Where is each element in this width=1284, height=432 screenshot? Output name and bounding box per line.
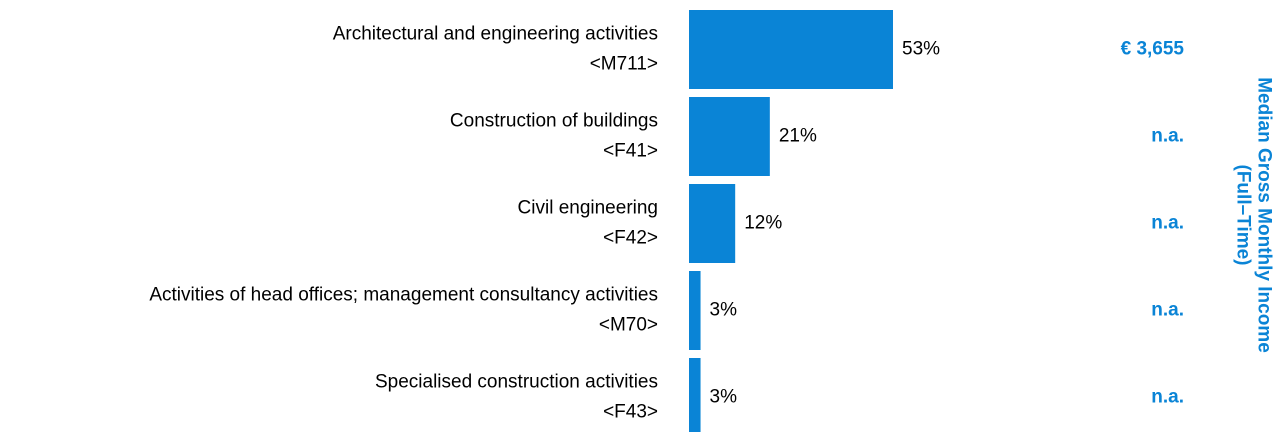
category-code: <M711>	[590, 54, 658, 75]
income-value: n.a.	[1151, 213, 1184, 234]
bar	[689, 184, 736, 263]
category-code: <F41>	[603, 141, 658, 162]
bar	[689, 97, 770, 176]
income-value: n.a.	[1151, 300, 1184, 321]
bar	[689, 271, 701, 350]
value-label: 21%	[779, 126, 817, 147]
side-title: Median Gross Monthly Income(Full–Time)	[1232, 77, 1274, 353]
category-label: Specialised construction activities	[375, 372, 658, 393]
side-title-line: Median Gross Monthly Income	[1253, 77, 1274, 353]
category-label: Activities of head offices; management c…	[149, 285, 658, 306]
category-code: <F42>	[603, 228, 658, 249]
category-code: <M70>	[599, 315, 658, 336]
side-title-line: (Full–Time)	[1232, 165, 1253, 266]
category-label: Construction of buildings	[450, 111, 658, 132]
value-label: 3%	[710, 387, 738, 408]
value-label: 53%	[902, 39, 940, 60]
bar	[689, 10, 893, 89]
income-value: € 3,655	[1121, 39, 1185, 60]
category-label: Civil engineering	[518, 198, 658, 219]
income-value: n.a.	[1151, 126, 1184, 147]
category-label: Architectural and engineering activities	[333, 24, 658, 45]
value-label: 12%	[744, 213, 782, 234]
value-label: 3%	[710, 300, 738, 321]
income-value: n.a.	[1151, 387, 1184, 408]
bar	[689, 358, 701, 432]
category-code: <F43>	[603, 402, 658, 423]
